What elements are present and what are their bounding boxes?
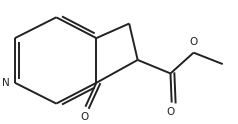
Text: N: N: [2, 78, 10, 88]
Text: O: O: [80, 112, 88, 122]
Text: O: O: [166, 107, 175, 117]
Text: O: O: [189, 37, 197, 47]
